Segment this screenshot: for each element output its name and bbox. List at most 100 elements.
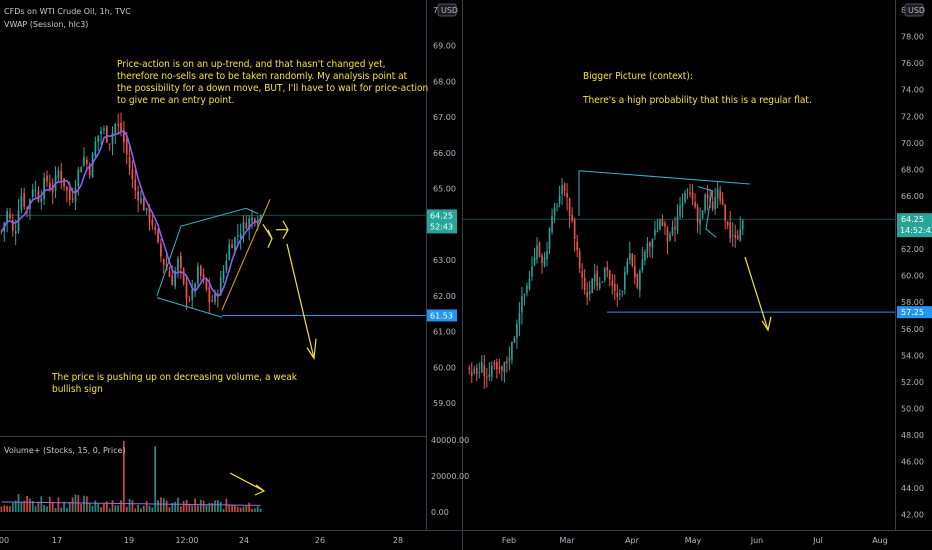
volume-bar <box>63 501 65 512</box>
right-candle <box>616 292 619 297</box>
left-time-tick: 12:00 <box>175 536 198 545</box>
left-candle <box>37 191 40 202</box>
right-annotation-body[interactable]: There's a high probability that this is … <box>582 95 812 106</box>
right-current-price-label: 64.25 <box>901 215 924 224</box>
volume-bar <box>219 501 222 512</box>
right-candle <box>591 278 593 293</box>
left-candle <box>154 227 157 230</box>
left-candle <box>14 230 17 234</box>
left-annotation-top-line-4[interactable]: to give me an entry point. <box>117 95 235 106</box>
right-candle <box>568 198 571 216</box>
volume-bar <box>60 507 63 512</box>
left-symbol-title[interactable]: CFDs on WTI Crude Oil, 1h, TVC <box>4 7 131 16</box>
left-candlestick-series[interactable] <box>0 112 262 313</box>
left-annotation-bottom-line-2[interactable]: bullish sign <box>52 384 103 395</box>
right-price-tick: 70.00 <box>901 139 924 148</box>
left-candle <box>140 198 142 203</box>
left-annotation-bottom-line-1[interactable]: The price is pushing up on decreasing vo… <box>51 372 298 383</box>
left-candle <box>179 256 182 268</box>
volume-bar <box>86 496 88 512</box>
volume-bar <box>131 500 134 512</box>
left-annotation-top-line-3[interactable]: the possibility for a down move, BUT, I'… <box>117 83 428 94</box>
right-candlestick-series[interactable] <box>468 177 744 389</box>
right-drawings[interactable] <box>578 170 895 332</box>
left-candle <box>222 270 225 280</box>
right-candle <box>699 219 701 225</box>
left-currency-badge[interactable] <box>437 3 457 17</box>
right-candle <box>666 227 669 243</box>
right-currency-badge[interactable] <box>904 3 924 17</box>
left-candle <box>125 139 128 155</box>
volume-bar <box>105 501 108 512</box>
right-countdown-label: 14:52:43 <box>900 226 932 235</box>
volume-bar <box>217 500 219 512</box>
volume-bar <box>11 502 14 512</box>
left-candle <box>83 156 85 166</box>
right-candle <box>531 266 533 277</box>
volume-bar <box>83 495 85 512</box>
left-candle <box>194 283 196 289</box>
right-down-arrow-head <box>761 316 772 332</box>
volume-bar <box>182 501 185 512</box>
right-candle <box>649 242 651 247</box>
right-candle <box>501 366 503 371</box>
left-volume-tick: 20000.00 <box>431 472 469 481</box>
right-candle <box>641 259 644 270</box>
volume-bar <box>128 499 131 512</box>
right-candle <box>724 204 726 221</box>
left-price-tick: 63.00 <box>433 256 456 265</box>
volume-bar <box>51 502 54 512</box>
left-price-tick: 62.00 <box>433 292 456 301</box>
left-small-arrow-1-head <box>267 229 273 248</box>
volume-bar <box>185 499 188 512</box>
left-time-axis[interactable]: 00 17 19 12:00 24 26 28 <box>0 536 403 545</box>
left-candle <box>239 233 242 239</box>
volume-bar <box>148 505 151 512</box>
right-level-badge <box>897 306 932 319</box>
left-annotation-top-line-1[interactable]: Price-action is on an up-trend, and that… <box>117 59 386 70</box>
left-annotation-top-line-2[interactable]: therefore no-sells are to be taken rando… <box>117 71 408 82</box>
right-candle <box>654 229 656 236</box>
left-candle <box>9 213 11 219</box>
volume-bar <box>9 506 11 512</box>
left-drawings[interactable] <box>156 199 426 496</box>
left-volume-series[interactable] <box>0 440 262 512</box>
right-candle <box>541 255 543 263</box>
right-candle <box>516 323 518 338</box>
left-candle <box>48 183 51 191</box>
left-volume-legend[interactable]: Volume+ (Stocks, 15, 0, Price) <box>4 446 126 455</box>
right-candle <box>468 367 471 370</box>
right-price-tick: 66.00 <box>901 192 924 201</box>
right-candle <box>566 193 568 198</box>
right-candle <box>553 207 556 215</box>
right-candle <box>556 205 558 207</box>
left-candle <box>228 244 231 260</box>
left-price-tick: 66.00 <box>433 149 456 158</box>
right-candle <box>613 283 616 292</box>
right-candle <box>573 219 576 239</box>
right-down-arrow <box>744 256 769 331</box>
right-candle <box>681 203 684 207</box>
left-candle <box>219 277 222 296</box>
right-time-axis[interactable]: Feb Mar Apr May Jun Jul Aug <box>502 536 888 545</box>
right-candle <box>578 251 581 269</box>
right-annotation-title[interactable]: Bigger Picture (context): <box>583 71 693 82</box>
right-candle <box>639 270 641 291</box>
left-price-tick: 59.00 <box>433 399 456 408</box>
right-candle <box>546 251 548 260</box>
volume-bar <box>199 499 202 512</box>
right-time-tick: Apr <box>625 536 640 545</box>
volume-bar <box>234 505 236 512</box>
volume-bar <box>179 506 182 512</box>
left-level-badge <box>427 309 457 322</box>
left-candle <box>100 130 102 135</box>
right-candle <box>621 290 624 292</box>
left-candle <box>105 126 108 143</box>
right-candle <box>679 205 681 216</box>
left-vwap-legend[interactable]: VWAP (Session, hlc3) <box>4 20 88 29</box>
right-candle <box>486 376 488 378</box>
right-candle <box>684 192 686 202</box>
right-candle <box>513 338 516 343</box>
right-price-axis[interactable]: 78.0076.0074.0072.0070.0068.0066.0064.00… <box>897 6 932 520</box>
